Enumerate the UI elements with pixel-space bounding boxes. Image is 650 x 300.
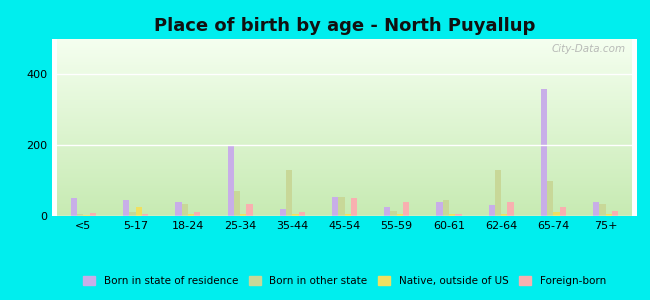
Bar bbox=[612, 211, 618, 216]
Bar bbox=[298, 212, 305, 216]
Bar bbox=[495, 170, 501, 216]
Text: City-Data.com: City-Data.com bbox=[551, 44, 625, 54]
Title: Place of birth by age - North Puyallup: Place of birth by age - North Puyallup bbox=[154, 17, 535, 35]
Bar bbox=[234, 191, 240, 216]
Bar bbox=[240, 214, 246, 216]
Bar bbox=[280, 209, 286, 216]
Bar bbox=[246, 204, 253, 216]
Bar bbox=[129, 212, 136, 216]
Bar bbox=[351, 198, 357, 216]
Bar bbox=[176, 202, 181, 216]
Bar bbox=[286, 170, 292, 216]
Bar bbox=[560, 207, 566, 216]
Bar bbox=[606, 214, 612, 216]
Bar bbox=[403, 202, 410, 216]
Bar bbox=[194, 212, 200, 216]
Bar bbox=[501, 214, 508, 216]
Legend: Born in state of residence, Born in other state, Native, outside of US, Foreign-: Born in state of residence, Born in othe… bbox=[79, 272, 610, 290]
Bar bbox=[338, 196, 344, 216]
Bar bbox=[547, 181, 553, 216]
Bar bbox=[83, 215, 90, 216]
Bar bbox=[90, 213, 96, 216]
Bar bbox=[391, 211, 396, 216]
Bar bbox=[443, 200, 449, 216]
Bar bbox=[455, 214, 461, 216]
Bar bbox=[449, 214, 455, 216]
Bar bbox=[593, 202, 599, 216]
Bar bbox=[181, 204, 188, 216]
Bar bbox=[332, 196, 338, 216]
Bar bbox=[77, 214, 83, 216]
Bar bbox=[384, 207, 391, 216]
Bar bbox=[123, 200, 129, 216]
Bar bbox=[292, 214, 298, 216]
Bar bbox=[188, 214, 194, 216]
Bar bbox=[599, 204, 606, 216]
Bar bbox=[396, 214, 403, 216]
Bar bbox=[436, 202, 443, 216]
Bar bbox=[142, 214, 148, 216]
Bar bbox=[553, 212, 560, 216]
Bar bbox=[136, 207, 142, 216]
Bar bbox=[489, 206, 495, 216]
Bar bbox=[541, 88, 547, 216]
Bar bbox=[344, 214, 351, 216]
Bar bbox=[71, 198, 77, 216]
Bar bbox=[508, 202, 514, 216]
Bar bbox=[227, 145, 234, 216]
